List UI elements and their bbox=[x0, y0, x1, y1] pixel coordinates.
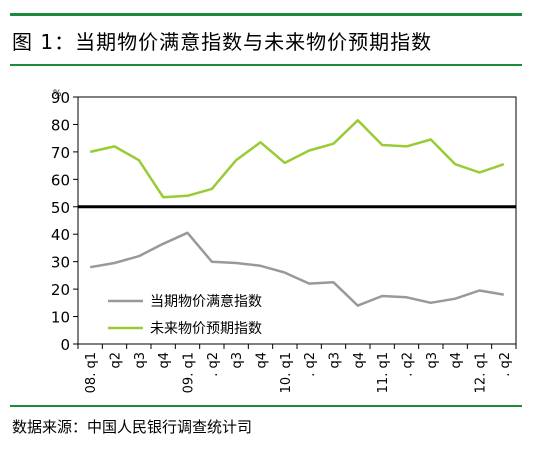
x-tick-label: q4 bbox=[449, 352, 464, 369]
x-tick-label: . q2 bbox=[401, 352, 416, 377]
x-tick-label: 11. q1 bbox=[376, 352, 391, 393]
y-tick-label: 10 bbox=[51, 309, 70, 327]
x-tick-label: q3 bbox=[230, 352, 245, 369]
y-tick-label: 20 bbox=[51, 281, 70, 299]
x-tick-label: . q2 bbox=[498, 352, 513, 377]
x-tick-label: 08. q1 bbox=[84, 352, 99, 393]
top-rule bbox=[10, 13, 522, 16]
x-tick-label: q3 bbox=[133, 352, 148, 369]
x-tick-label: q3 bbox=[328, 352, 343, 369]
plot-frame bbox=[77, 96, 517, 345]
x-tick-label: q2 bbox=[109, 352, 124, 369]
x-tick-label: . q2 bbox=[303, 352, 318, 377]
bottom-rule bbox=[10, 405, 522, 407]
x-tick-label: . q2 bbox=[206, 352, 221, 377]
x-tick-label: 12. q1 bbox=[474, 352, 489, 393]
series-line-1 bbox=[89, 231, 505, 307]
y-tick-label: 40 bbox=[51, 226, 70, 244]
legend-label-1: 当期物价满意指数 bbox=[150, 293, 262, 310]
y-tick-label: 60 bbox=[51, 171, 70, 189]
y-axis-unit: % bbox=[53, 89, 62, 99]
chart-title: 图 1：当期物价满意指数与未来物价预期指数 bbox=[12, 30, 433, 54]
x-tick-label: q3 bbox=[425, 352, 440, 369]
title-rule bbox=[10, 64, 522, 66]
x-tick-label: q4 bbox=[352, 352, 367, 369]
y-tick-label: 50 bbox=[51, 199, 70, 217]
series-line-2 bbox=[89, 119, 505, 199]
source-note: 数据来源：中国人民银行调查统计司 bbox=[12, 418, 253, 436]
y-tick-label: 90 bbox=[51, 89, 70, 107]
x-tick-label: 09. q1 bbox=[182, 352, 197, 393]
y-tick-label: 30 bbox=[51, 254, 70, 272]
y-tick-label: 0 bbox=[60, 336, 70, 354]
legend-label-2: 未来物价预期指数 bbox=[150, 321, 262, 337]
y-tick-label: 70 bbox=[51, 144, 70, 162]
x-tick-label: q4 bbox=[255, 352, 270, 369]
y-tick-label: 80 bbox=[51, 116, 70, 134]
x-tick-label: 10. q1 bbox=[279, 352, 294, 393]
x-tick-label: q4 bbox=[157, 352, 172, 369]
